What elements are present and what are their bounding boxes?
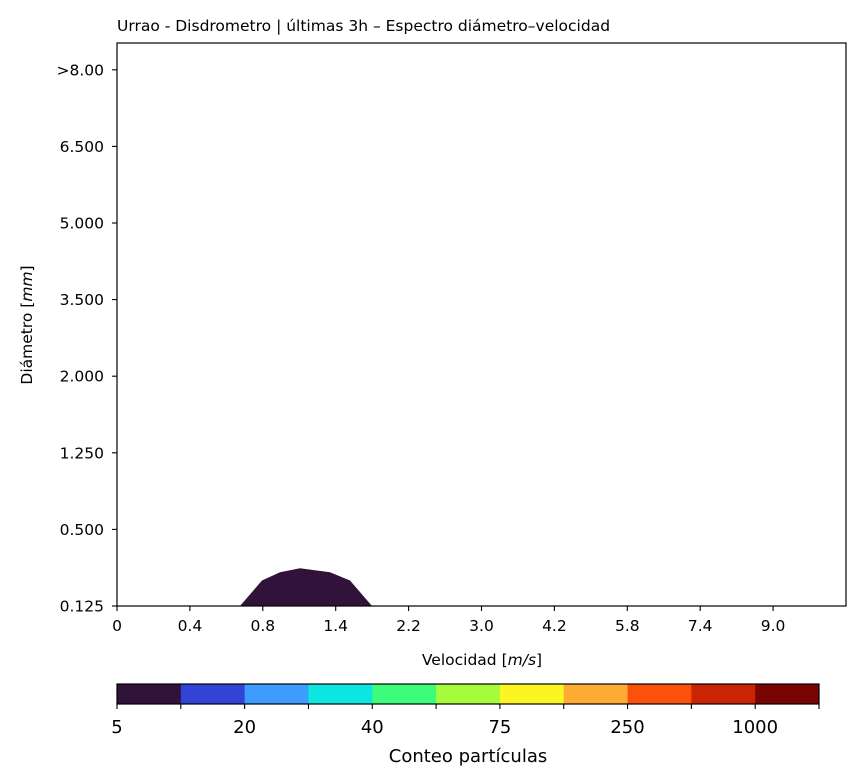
x-axis-label-unit: m/s: [508, 651, 536, 669]
x-axis-label: Velocidad [m/s]: [422, 651, 542, 669]
heatmap-region: [240, 568, 372, 606]
y-axis-label-suffix: ]: [18, 265, 36, 271]
colorbar-segment: [627, 684, 692, 704]
x-axis-label-prefix: Velocidad [: [422, 651, 508, 669]
y-axis: 0.125 0.500 1.250 2.000 3.500 5.000 6.500 >8.00: [57, 61, 117, 616]
x-axis: 0 0.4 0.8 1.4 2.2 3.0 4.2 5.8 7.4 9.0: [112, 606, 785, 635]
y-axis-label-unit: mm: [18, 271, 36, 301]
chart-title: Urrao - Disdrometro | últimas 3h – Espec…: [117, 17, 610, 35]
colorbar-segment: [499, 684, 565, 704]
y-tick-label: 2.000: [60, 368, 104, 386]
x-tick-label: 4.2: [542, 617, 567, 635]
colorbar-segment: [755, 684, 820, 704]
x-tick-label: 0.8: [250, 617, 275, 635]
colorbar-frame: [116, 683, 820, 705]
x-axis-label-suffix: ]: [536, 651, 542, 669]
x-tick-label: 0.4: [178, 617, 203, 635]
x-tick-label: 1.4: [323, 617, 348, 635]
colorbar-label: Conteo partículas: [389, 746, 547, 767]
colorbar-tick-label: 75: [488, 717, 511, 738]
y-tick-label: 3.500: [60, 291, 104, 309]
colorbar-segment: [180, 684, 246, 704]
colorbar-segment: [372, 684, 437, 704]
colorbar-ticks: 5 20 40 75 250 1000: [111, 704, 820, 738]
y-tick-label: 5.000: [60, 215, 104, 233]
colorbar-segment: [691, 684, 756, 704]
colorbar-segment: [244, 684, 309, 704]
colorbar-segment: [308, 684, 373, 704]
colorbar-tick-label: 40: [361, 717, 384, 738]
colorbar-tick-label: 250: [610, 717, 644, 738]
plot-area: [117, 43, 846, 606]
x-tick-label: 3.0: [469, 617, 494, 635]
colorbar-tick-label: 20: [233, 717, 256, 738]
y-tick-label: 0.125: [60, 598, 104, 616]
y-axis-label-prefix: Diámetro [: [18, 302, 36, 385]
colorbar-segment: [563, 684, 629, 704]
y-tick-label: 0.500: [60, 521, 104, 539]
colorbar: [117, 684, 820, 704]
x-tick-label: 2.2: [396, 617, 421, 635]
x-tick-label: 5.8: [615, 617, 640, 635]
colorbar-segment: [436, 684, 501, 704]
colorbar-tick-label: 1000: [732, 717, 778, 738]
colorbar-segment: [117, 684, 182, 704]
y-tick-label: 6.500: [60, 138, 104, 156]
y-tick-label: 1.250: [60, 444, 104, 462]
x-tick-label: 7.4: [688, 617, 713, 635]
y-axis-label: Diámetro [mm]: [18, 265, 36, 384]
x-tick-label: 0: [112, 617, 122, 635]
y-tick-label: >8.00: [57, 61, 105, 79]
x-tick-label: 9.0: [761, 617, 786, 635]
colorbar-tick-label: 5: [111, 717, 122, 738]
